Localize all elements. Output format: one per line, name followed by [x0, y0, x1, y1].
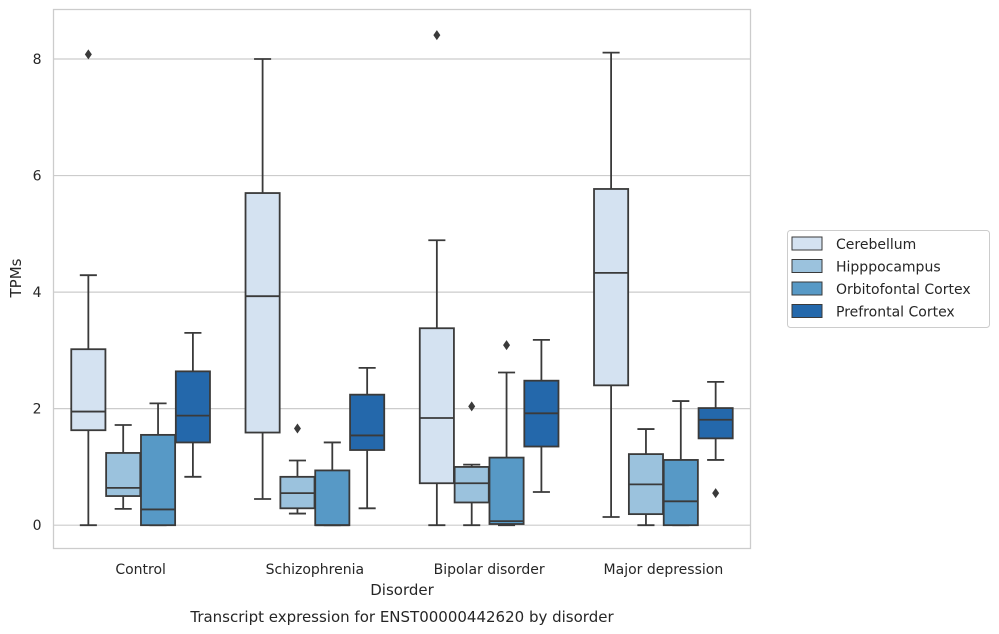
- box-cerebellum-1: [244, 58, 281, 500]
- outlier-marker: [503, 340, 511, 351]
- iqr-box: [140, 433, 177, 527]
- box-orbitofontal-cortex-0: [140, 402, 177, 527]
- iqr-box: [662, 459, 699, 527]
- box-prefrontal-cortex-3: [697, 380, 734, 499]
- y-tick-label: 0: [33, 518, 42, 534]
- outlier-marker: [293, 423, 301, 434]
- outlier-marker: [712, 488, 720, 499]
- iqr-box: [593, 188, 630, 387]
- grid-layer: [53, 58, 751, 526]
- box-prefrontal-cortex-1: [349, 366, 386, 510]
- legend-label: Prefrontal Cortex: [836, 305, 955, 321]
- y-tick-label: 6: [33, 169, 42, 185]
- y-axis-title: TPMs: [7, 258, 25, 298]
- x-tick-label: Schizophrenia: [266, 562, 364, 578]
- iqr-box: [488, 456, 525, 525]
- outlier-marker: [468, 401, 476, 412]
- legend-label: Orbitofontal Cortex: [836, 282, 971, 298]
- iqr-box: [70, 348, 107, 432]
- plot-frame: [52, 8, 752, 550]
- y-tick-label: 8: [33, 52, 42, 68]
- box-hipppocampus-3: [627, 428, 664, 527]
- box-hipppocampus-0: [105, 424, 142, 510]
- legend-swatch: [791, 304, 823, 318]
- x-tick-label: Bipolar disorder: [434, 562, 545, 578]
- legend: Cerebellum Hipppocampus Orbitofontal Corte…: [787, 230, 990, 328]
- box-cerebellum-3: [593, 51, 630, 518]
- y-tick-label: 4: [33, 285, 42, 301]
- x-tick-label: Major depression: [604, 562, 724, 578]
- legend-label: Cerebellum: [836, 237, 916, 253]
- legend-label: Hipppocampus: [836, 260, 941, 276]
- x-tick-labels: Control Schizophrenia Bipolar disorder Majo…: [115, 562, 723, 578]
- outlier-marker: [84, 49, 92, 60]
- legend-frame: [787, 230, 990, 328]
- outlier-marker: [433, 30, 441, 41]
- x-axis-title: Disorder: [370, 581, 434, 599]
- box-layer: [70, 30, 734, 527]
- box-orbitofontal-cortex-1: [314, 441, 351, 527]
- iqr-box: [349, 393, 386, 451]
- legend-swatch: [791, 281, 823, 296]
- x-tick-label: Control: [115, 562, 166, 578]
- chart-caption: Transcript expression for ENST0000044262…: [189, 608, 614, 626]
- box-hipppocampus-1: [279, 423, 316, 515]
- box-prefrontal-cortex-0: [174, 331, 211, 478]
- iqr-box: [697, 407, 734, 440]
- y-tick-labels: 0 2 4 6 8: [33, 52, 42, 534]
- legend-swatch: [791, 259, 823, 273]
- iqr-box: [453, 466, 490, 504]
- box-prefrontal-cortex-2: [523, 338, 560, 493]
- y-tick-label: 2: [33, 402, 42, 418]
- legend-swatch: [791, 236, 823, 251]
- iqr-box: [244, 192, 281, 434]
- iqr-box: [105, 452, 142, 497]
- iqr-box: [174, 370, 211, 444]
- box-hipppocampus-2: [453, 401, 490, 527]
- iqr-box: [418, 327, 455, 485]
- box-orbitofontal-cortex-2: [488, 340, 525, 527]
- box-cerebellum-0: [70, 49, 107, 527]
- iqr-box: [314, 469, 351, 527]
- box-orbitofontal-cortex-3: [662, 400, 699, 527]
- box-cerebellum-2: [418, 30, 455, 527]
